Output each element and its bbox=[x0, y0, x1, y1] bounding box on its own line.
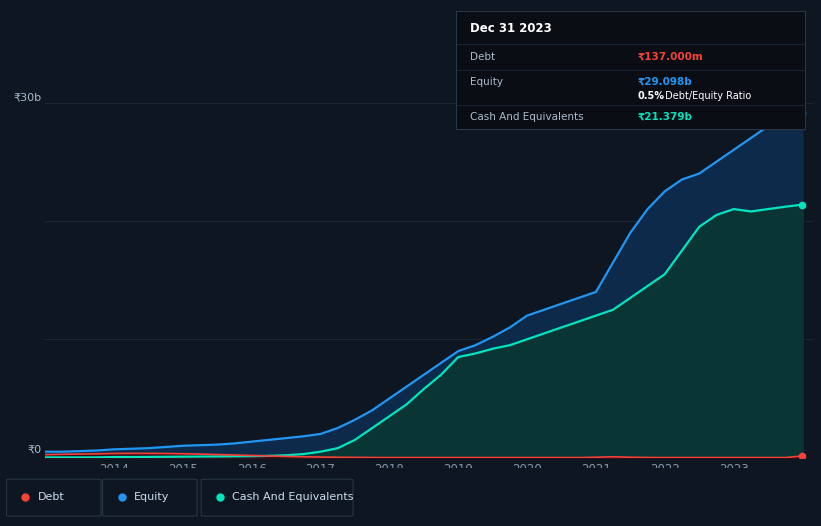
Text: ₹30b: ₹30b bbox=[13, 93, 41, 103]
Text: Equity: Equity bbox=[134, 492, 169, 502]
Text: Debt/Equity Ratio: Debt/Equity Ratio bbox=[662, 90, 750, 101]
Text: ₹21.379b: ₹21.379b bbox=[637, 112, 692, 122]
Text: ₹137.000m: ₹137.000m bbox=[637, 52, 703, 62]
FancyBboxPatch shape bbox=[103, 479, 197, 516]
FancyBboxPatch shape bbox=[7, 479, 101, 516]
Text: Dec 31 2023: Dec 31 2023 bbox=[470, 22, 552, 35]
Text: Debt: Debt bbox=[38, 492, 65, 502]
Text: Equity: Equity bbox=[470, 76, 502, 87]
Text: Debt: Debt bbox=[470, 52, 495, 62]
Text: Cash And Equivalents: Cash And Equivalents bbox=[232, 492, 354, 502]
Text: ₹29.098b: ₹29.098b bbox=[637, 76, 692, 87]
Text: Cash And Equivalents: Cash And Equivalents bbox=[470, 112, 583, 122]
FancyBboxPatch shape bbox=[201, 479, 353, 516]
Text: ₹0: ₹0 bbox=[27, 444, 41, 454]
Text: 0.5%: 0.5% bbox=[637, 90, 664, 101]
